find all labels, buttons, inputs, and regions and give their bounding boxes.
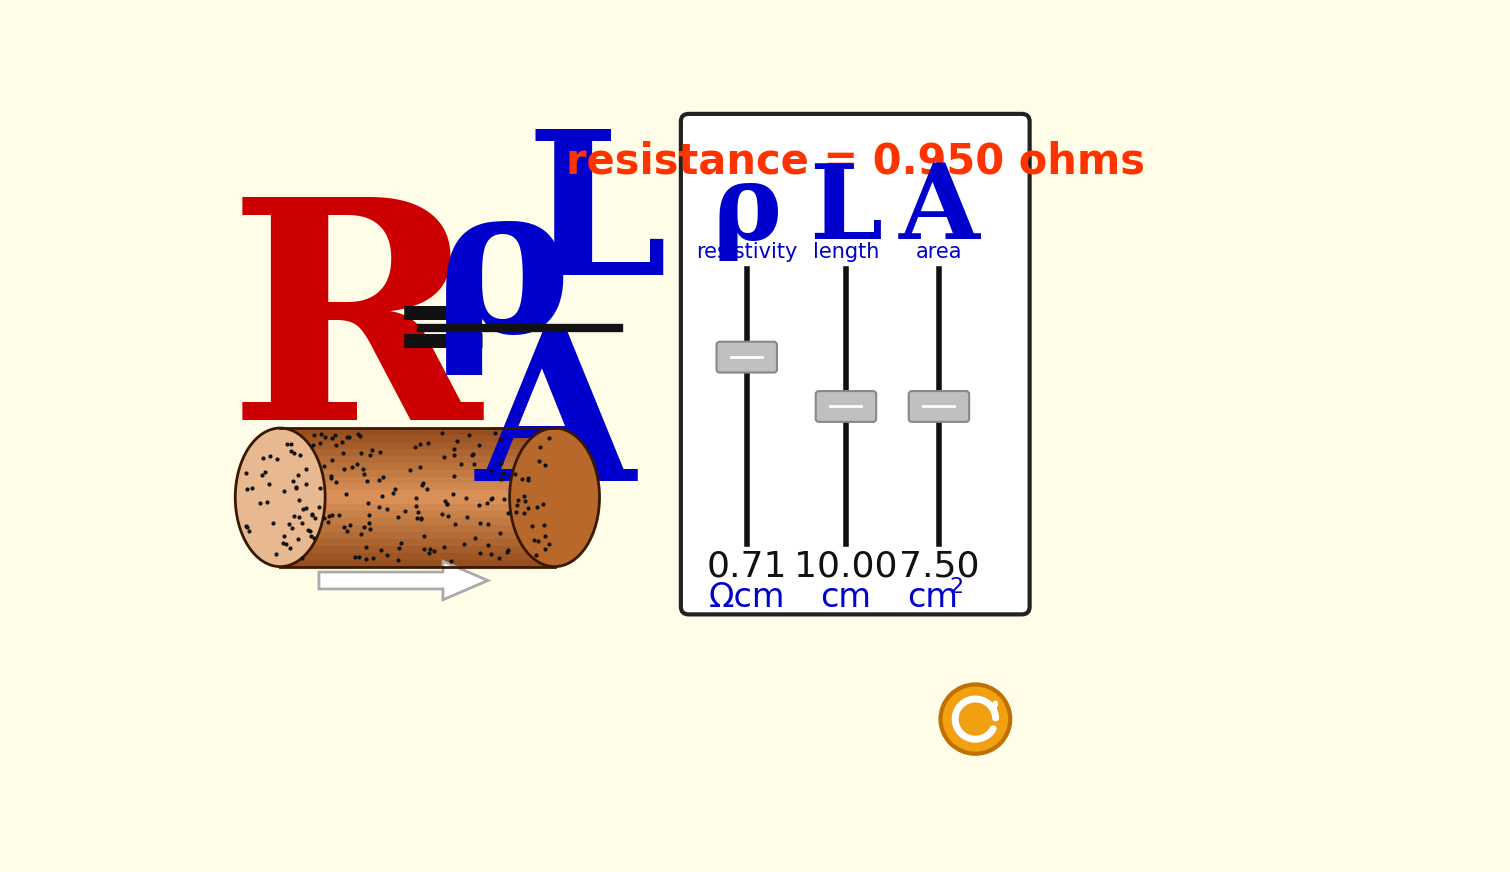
Bar <box>281 477 554 484</box>
Text: length: length <box>812 242 879 262</box>
Bar <box>281 470 554 477</box>
Ellipse shape <box>236 428 325 567</box>
Text: area: area <box>915 242 962 262</box>
FancyBboxPatch shape <box>681 114 1030 615</box>
Bar <box>281 511 554 519</box>
Text: 2: 2 <box>948 576 963 596</box>
Text: cm: cm <box>908 581 959 614</box>
Ellipse shape <box>509 428 599 567</box>
Text: 10.00: 10.00 <box>794 549 898 583</box>
Bar <box>281 435 554 443</box>
Text: L: L <box>525 123 667 317</box>
Text: ρ: ρ <box>713 159 781 261</box>
Bar <box>281 428 554 436</box>
Text: resistivity: resistivity <box>696 242 797 262</box>
Text: 7.50: 7.50 <box>898 549 978 583</box>
Text: R: R <box>228 187 482 484</box>
Bar <box>281 449 554 457</box>
FancyArrow shape <box>319 562 488 600</box>
Text: A: A <box>898 159 980 261</box>
Bar <box>281 456 554 463</box>
Text: Ωcm: Ωcm <box>708 581 785 614</box>
Bar <box>281 483 554 491</box>
Bar <box>281 504 554 512</box>
Bar <box>281 539 554 547</box>
Bar <box>281 463 554 470</box>
FancyBboxPatch shape <box>717 342 778 372</box>
Bar <box>281 518 554 526</box>
Bar <box>281 490 554 498</box>
Circle shape <box>941 685 1010 753</box>
Text: =: = <box>390 271 495 392</box>
FancyBboxPatch shape <box>909 391 969 422</box>
FancyBboxPatch shape <box>815 391 876 422</box>
Bar <box>281 442 554 450</box>
Bar <box>281 553 554 561</box>
Bar <box>281 546 554 554</box>
Text: 0.71: 0.71 <box>707 549 787 583</box>
Bar <box>281 560 554 568</box>
Text: cm: cm <box>820 581 871 614</box>
Bar <box>281 532 554 540</box>
Text: A: A <box>476 324 636 524</box>
Text: L: L <box>809 159 882 261</box>
Text: resistance = 0.950 ohms: resistance = 0.950 ohms <box>566 140 1145 182</box>
Bar <box>281 525 554 533</box>
Text: ρ: ρ <box>433 174 571 375</box>
Bar <box>281 497 554 505</box>
